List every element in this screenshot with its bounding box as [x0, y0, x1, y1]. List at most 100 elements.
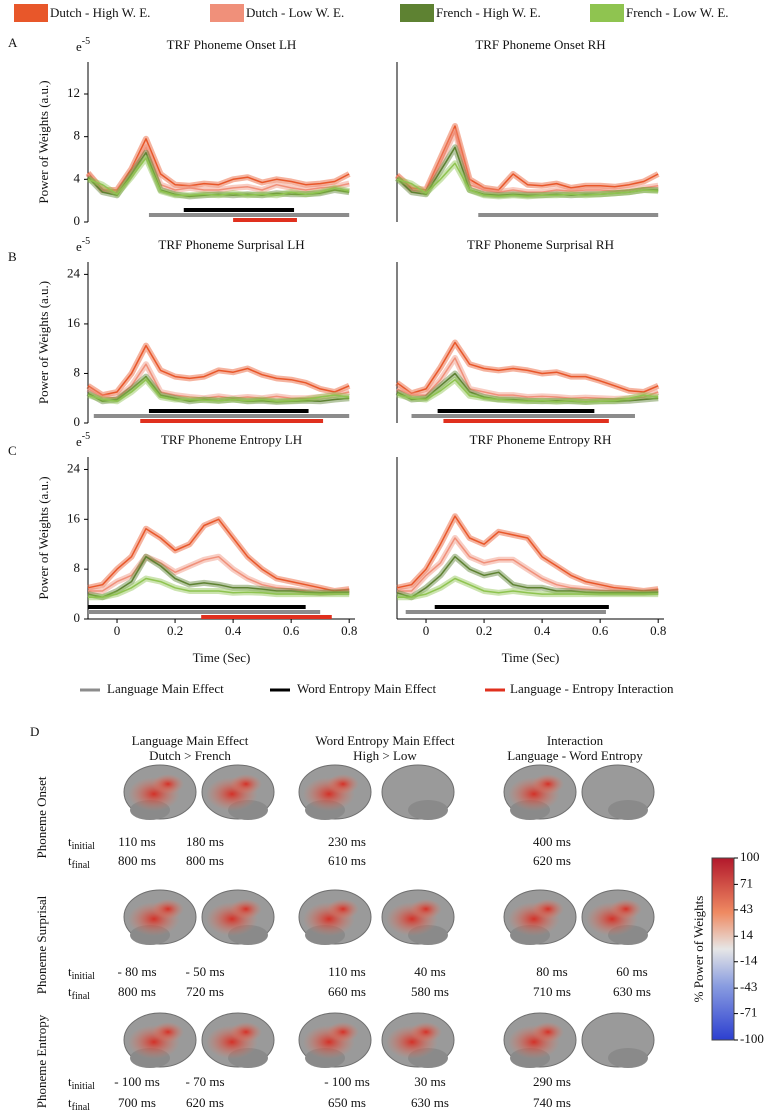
- axis-multiplier-base: e: [76, 39, 82, 54]
- y-axis-label: Power of Weights (a.u.): [36, 281, 51, 404]
- series-line: [396, 357, 659, 400]
- row-label: Phoneme Entropy: [34, 1014, 49, 1108]
- series-line: [396, 555, 659, 598]
- y-tick-label: 24: [67, 265, 81, 280]
- legend-label: French - High W. E.: [436, 5, 541, 20]
- latency: 720 ms: [186, 984, 224, 999]
- activation: [532, 899, 564, 919]
- activation: [327, 774, 359, 794]
- latency: 400 ms: [533, 834, 571, 849]
- y-tick-label: 16: [67, 510, 81, 525]
- axis-multiplier-base: e: [76, 239, 82, 254]
- column-title: Dutch > French: [149, 748, 231, 763]
- axis-multiplier: e-5: [76, 36, 90, 54]
- activation: [610, 899, 642, 919]
- row-label: Phoneme Surprisal: [34, 895, 49, 994]
- t-initial: tinitial: [68, 964, 95, 982]
- colorbar-label: % Power of Weights: [691, 896, 706, 1003]
- series-line: [87, 555, 350, 598]
- y-tick-label: 8: [74, 560, 81, 575]
- panel-letter: C: [8, 443, 17, 458]
- latency: 630 ms: [411, 1095, 449, 1110]
- colorbar-tick-label: 100: [740, 849, 760, 864]
- chart-title: TRF Phoneme Entropy LH: [161, 432, 302, 447]
- series-line: [87, 344, 350, 396]
- latency: 800 ms: [186, 853, 224, 868]
- panel-letter: B: [8, 249, 17, 264]
- chart-title: TRF Phoneme Surprisal LH: [158, 237, 304, 252]
- effect-legend-label: Language Main Effect: [107, 681, 224, 696]
- series-line: [87, 378, 350, 403]
- y-tick-label: 8: [74, 128, 81, 143]
- legend-swatch: [400, 4, 434, 22]
- axis-multiplier-exp: -5: [82, 431, 90, 442]
- t-final-base: t: [68, 853, 72, 868]
- activation: [152, 774, 184, 794]
- latency: 620 ms: [186, 1095, 224, 1110]
- y-axis-label: Power of Weights (a.u.): [36, 80, 51, 203]
- latency: 180 ms: [186, 834, 224, 849]
- chart-title: TRF Phoneme Surprisal RH: [467, 237, 614, 252]
- latency: 630 ms: [613, 984, 651, 999]
- latency: 620 ms: [533, 853, 571, 868]
- column-title: High > Low: [353, 748, 417, 763]
- colorbar-tick-label: 14: [740, 927, 754, 942]
- axis-multiplier: e-5: [76, 236, 90, 254]
- effect-legend-label: Word Entropy Main Effect: [297, 681, 437, 696]
- y-tick-label: 16: [67, 315, 81, 330]
- series-line: [396, 341, 659, 395]
- activation: [327, 1022, 359, 1042]
- latency: 660 ms: [328, 984, 366, 999]
- colorbar: [711, 857, 735, 1041]
- column-title: Interaction: [547, 733, 604, 748]
- colorbar-tick-label: 43: [740, 901, 753, 916]
- y-tick-label: 24: [67, 460, 81, 475]
- activation: [230, 1022, 262, 1042]
- colorbar-tick-label: 71: [740, 875, 753, 890]
- x-tick-label: 0: [423, 623, 430, 638]
- series-line: [396, 162, 659, 198]
- latency: 230 ms: [328, 834, 366, 849]
- x-tick-label: 0.8: [650, 623, 666, 638]
- latency: 580 ms: [411, 984, 449, 999]
- activation: [230, 774, 262, 794]
- t-final-base: t: [68, 984, 72, 999]
- activation: [410, 899, 442, 919]
- chart-title: TRF Phoneme Entropy RH: [470, 432, 612, 447]
- brain-lobe: [408, 800, 448, 820]
- series-line: [87, 518, 350, 592]
- t-initial-exp: initial: [72, 841, 96, 852]
- x-axis-label: Time (Sec): [502, 650, 560, 665]
- latency: 650 ms: [328, 1095, 366, 1110]
- activation: [410, 1022, 442, 1042]
- y-tick-label: 8: [74, 364, 81, 379]
- t-initial-base: t: [68, 1074, 72, 1089]
- axis-multiplier-exp: -5: [82, 36, 90, 47]
- legend-label: Dutch - Low W. E.: [246, 5, 344, 20]
- t-initial-exp: initial: [72, 1081, 96, 1092]
- brain-lobe: [608, 800, 648, 820]
- latency: 110 ms: [328, 964, 365, 979]
- t-final-base: t: [68, 1095, 72, 1110]
- y-tick-label: 12: [67, 85, 80, 100]
- colorbar-tick-label: -14: [740, 953, 758, 968]
- t-final: tfinal: [68, 853, 90, 871]
- series-line: [396, 125, 659, 191]
- axis-multiplier-exp: -5: [82, 236, 90, 247]
- latency: 30 ms: [414, 1074, 445, 1089]
- series-line: [87, 138, 350, 191]
- activation: [532, 1022, 564, 1042]
- panel-letter: A: [8, 35, 18, 50]
- y-tick-label: 0: [74, 610, 81, 625]
- y-tick-label: 4: [74, 170, 81, 185]
- latency: 110 ms: [118, 834, 155, 849]
- axis-multiplier: e-5: [76, 431, 90, 449]
- colorbar-tick-label: -100: [740, 1031, 764, 1046]
- x-tick-label: 0.4: [534, 623, 551, 638]
- axis-multiplier-base: e: [76, 434, 82, 449]
- latency: - 70 ms: [186, 1074, 225, 1089]
- latency: 60 ms: [616, 964, 647, 979]
- latency: 800 ms: [118, 853, 156, 868]
- legend-swatch: [590, 4, 624, 22]
